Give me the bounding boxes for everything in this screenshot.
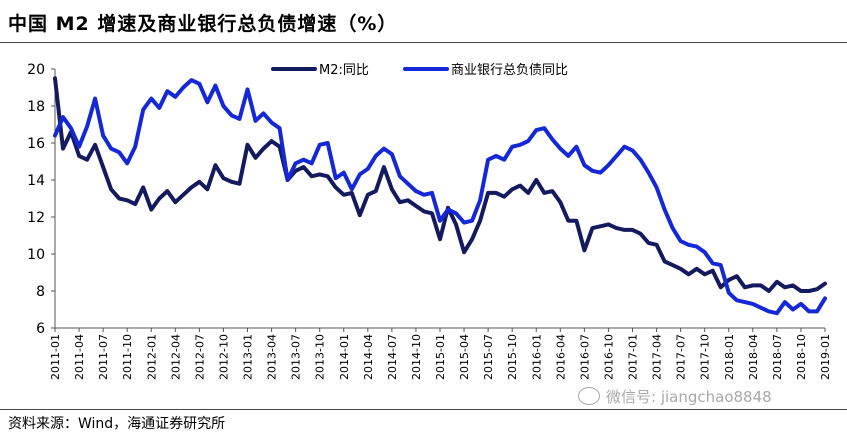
x-tick-label: 2013-04 bbox=[266, 334, 279, 380]
x-tick-label: 2015-04 bbox=[458, 334, 471, 380]
x-tick-label: 2013-10 bbox=[314, 334, 327, 380]
footer-divider bbox=[0, 409, 847, 410]
x-tick-label: 2012-04 bbox=[169, 334, 182, 380]
x-tick-label: 2018-01 bbox=[723, 334, 736, 380]
x-tick-label: 2015-01 bbox=[434, 334, 447, 380]
x-tick-label: 2017-04 bbox=[651, 334, 664, 380]
legend-label: 商业银行总负债同比 bbox=[451, 63, 568, 78]
x-tick-label: 2015-07 bbox=[482, 334, 495, 380]
x-tick-label: 2012-07 bbox=[193, 334, 206, 380]
y-tick-label: 14 bbox=[27, 173, 45, 189]
x-tick-label: 2018-10 bbox=[795, 334, 808, 380]
series-layer bbox=[53, 76, 827, 316]
source-note: 资料来源：Wind，海通证券研究所 bbox=[8, 416, 226, 432]
x-tick-label: 2014-01 bbox=[338, 334, 351, 380]
x-tick-label: 2014-04 bbox=[362, 334, 375, 380]
x-tick-label: 2012-10 bbox=[217, 334, 230, 380]
y-tick-label: 16 bbox=[27, 136, 45, 152]
y-axis: 6 8 10 12 14 16 18 20 bbox=[27, 62, 56, 337]
x-tick-label: 2012-01 bbox=[145, 334, 158, 380]
y-tick-label: 12 bbox=[27, 210, 45, 226]
x-tick-label: 2016-01 bbox=[530, 334, 543, 380]
x-tick-label: 2013-07 bbox=[290, 334, 303, 380]
x-tick-label: 2011-10 bbox=[121, 334, 134, 380]
x-tick-label: 2017-07 bbox=[675, 334, 688, 380]
x-axis: 2011-01 2011-04 2011-07 2011-10 2012-01 2012-… bbox=[49, 327, 832, 380]
watermark-text: 微信号: jiangchao8848 bbox=[606, 388, 772, 406]
chart-legend: M2:同比 商业银行总负债同比 bbox=[271, 63, 568, 78]
series-line-1 bbox=[53, 76, 827, 293]
wechat-icon bbox=[578, 387, 600, 405]
series-line-2 bbox=[53, 78, 827, 316]
chart-title: 中国 M2 增速及商业银行总负债增速（%） bbox=[8, 13, 398, 35]
y-tick-label: 8 bbox=[36, 284, 45, 300]
x-tick-label: 2019-01 bbox=[819, 334, 832, 380]
y-tick-label: 10 bbox=[27, 247, 45, 263]
x-tick-label: 2016-04 bbox=[554, 334, 567, 380]
watermark: 微信号: jiangchao8848 bbox=[578, 386, 772, 407]
x-tick-label: 2018-07 bbox=[771, 334, 784, 380]
x-tick-label: 2014-10 bbox=[410, 334, 423, 380]
title-divider bbox=[0, 42, 847, 43]
x-tick-label: 2014-07 bbox=[386, 334, 399, 380]
x-tick-label: 2013-01 bbox=[242, 334, 255, 380]
x-tick-label: 2018-04 bbox=[747, 334, 760, 380]
x-tick-label: 2011-04 bbox=[73, 334, 86, 380]
x-tick-label: 2017-10 bbox=[699, 334, 712, 380]
x-tick-label: 2017-01 bbox=[627, 334, 640, 380]
x-tick-label: 2016-07 bbox=[578, 334, 591, 380]
title-bar: 中国 M2 增速及商业银行总负债增速（%） bbox=[0, 0, 847, 40]
x-tick-label: 2011-07 bbox=[97, 334, 110, 380]
y-tick-label: 20 bbox=[27, 62, 45, 78]
x-tick-label: 2015-10 bbox=[506, 334, 519, 380]
y-tick-label: 18 bbox=[27, 99, 45, 115]
legend-label: M2:同比 bbox=[319, 63, 369, 78]
x-tick-label: 2016-10 bbox=[602, 334, 615, 380]
y-tick-label: 6 bbox=[36, 321, 45, 337]
x-tick-label: 2011-01 bbox=[49, 334, 62, 380]
